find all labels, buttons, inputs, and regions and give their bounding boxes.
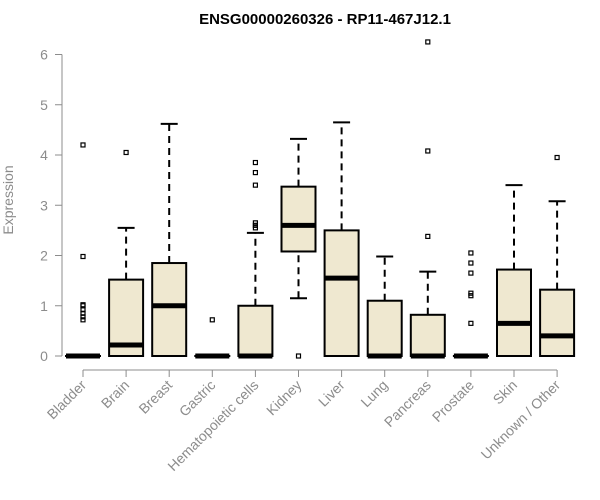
- chart-title: ENSG00000260326 - RP11-467J12.1: [199, 11, 451, 28]
- box-brain: [108, 149, 145, 357]
- outlier-point: [80, 142, 86, 148]
- outlier-point: [295, 353, 302, 359]
- y-ticks: 0 1 2 3 4 5 6: [40, 47, 62, 364]
- outlier-point: [468, 250, 474, 256]
- iqr-box: [151, 262, 188, 358]
- iqr-box: [280, 185, 317, 253]
- outlier-point: [425, 39, 431, 45]
- box-liver: [323, 121, 360, 357]
- x-tick-label: Pancreas: [381, 377, 434, 430]
- y-tick-label: 3: [40, 197, 48, 213]
- box-gastric: [194, 317, 231, 359]
- x-tick-label: Unknown / Other: [478, 377, 564, 463]
- outlier-point: [468, 320, 474, 326]
- box-prostate: [452, 250, 489, 359]
- iqr-box: [366, 299, 403, 358]
- outlier-point: [468, 260, 474, 266]
- box-skin: [496, 184, 532, 358]
- outlier-point: [80, 253, 86, 260]
- outlier-point: [252, 182, 258, 188]
- x-tick-label: Prostate: [429, 377, 477, 425]
- outlier-point: [425, 148, 431, 154]
- iqr-box: [496, 268, 532, 358]
- boxes: [65, 39, 576, 359]
- box-breast: [151, 122, 188, 358]
- iqr-box: [237, 304, 274, 357]
- iqr-box: [409, 313, 446, 358]
- box-pancreas: [409, 39, 446, 359]
- iqr-box: [323, 229, 360, 357]
- y-tick-label: 1: [40, 298, 48, 314]
- outlier-point: [252, 169, 258, 176]
- iqr-box: [539, 288, 576, 358]
- outlier-point: [123, 149, 129, 156]
- outlier-point: [80, 302, 86, 308]
- x-tick-label: Lung: [357, 377, 390, 410]
- y-tick-label: 0: [40, 348, 48, 364]
- outlier-point: [209, 317, 215, 323]
- y-tick-label: 2: [40, 248, 48, 264]
- x-tick-label: Bladder: [44, 377, 90, 423]
- x-tick-label: Kidney: [263, 377, 305, 419]
- x-tick-label: Skin: [490, 377, 521, 408]
- box-hematopoietic-cells: [237, 159, 274, 359]
- outlier-point: [252, 159, 258, 166]
- y-tick-label: 6: [40, 47, 48, 63]
- box-kidney: [280, 137, 317, 359]
- y-tick-label: 5: [40, 97, 48, 113]
- x-tick-label: Gastric: [176, 377, 219, 420]
- x-tick-label: Breast: [135, 377, 175, 417]
- outlier-point: [425, 233, 431, 240]
- outlier-point: [252, 220, 258, 226]
- box-bladder: [65, 142, 101, 359]
- outlier-point: [80, 317, 86, 323]
- y-axis-label: Expression: [0, 165, 16, 234]
- box-unknown-other: [539, 154, 576, 358]
- y-tick-label: 4: [40, 147, 48, 163]
- x-tick-label: Brain: [98, 377, 132, 411]
- outlier-point: [468, 270, 474, 276]
- outlier-point: [554, 154, 560, 161]
- x-tick-label: Liver: [315, 377, 348, 410]
- outlier-point: [468, 290, 474, 296]
- box-lung: [366, 255, 403, 359]
